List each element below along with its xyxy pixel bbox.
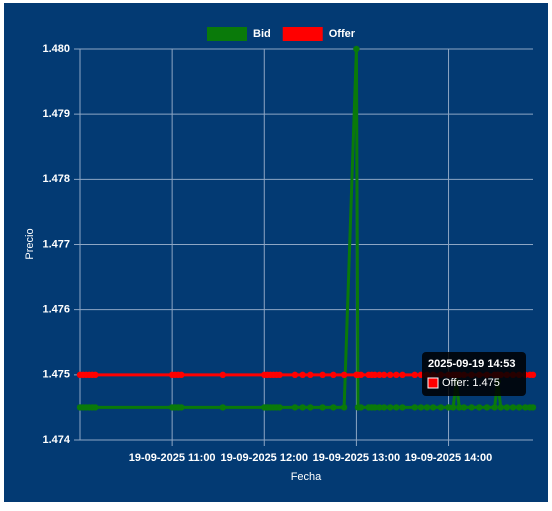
y-tick-label: 1.478 — [42, 173, 70, 185]
point — [299, 404, 306, 411]
tooltip-box — [422, 352, 526, 396]
legend-label: Bid — [253, 28, 271, 40]
point — [92, 371, 99, 379]
y-tick-label: 1.477 — [42, 238, 70, 250]
point — [380, 371, 388, 379]
point — [529, 404, 537, 411]
point — [386, 371, 394, 379]
point — [399, 404, 406, 411]
point — [417, 404, 425, 411]
x-tick-label: 19-09-2025 11:00 — [129, 452, 216, 464]
point — [371, 404, 379, 411]
point — [429, 404, 437, 411]
legend-label: Offer — [329, 28, 356, 40]
point — [386, 404, 394, 411]
point — [376, 371, 383, 379]
point — [456, 404, 463, 411]
point — [449, 404, 457, 411]
tooltip-label: Offer: 1.475 — [442, 377, 500, 389]
y-tick-label: 1.476 — [42, 304, 70, 316]
chart-background — [4, 3, 548, 502]
legend-swatch — [207, 27, 247, 41]
tooltip-swatch — [427, 377, 439, 389]
point — [529, 371, 537, 379]
y-tick-label: 1.479 — [42, 108, 70, 120]
point — [393, 371, 400, 379]
point — [497, 404, 504, 411]
series — [76, 45, 537, 411]
y-axis-title: Precio — [24, 228, 36, 259]
point — [371, 371, 379, 379]
legend-swatch — [282, 27, 323, 41]
point — [319, 371, 326, 379]
point — [468, 404, 475, 411]
point — [340, 371, 348, 379]
point — [393, 404, 400, 411]
point — [522, 404, 529, 411]
point — [380, 404, 388, 411]
point — [178, 371, 185, 379]
x-tick-label: 19-09-2025 14:00 — [405, 452, 492, 464]
point — [92, 404, 99, 411]
point — [445, 404, 452, 411]
point — [276, 371, 283, 379]
point — [330, 404, 337, 411]
point — [353, 45, 360, 53]
point — [515, 404, 523, 411]
point — [357, 404, 365, 411]
point — [437, 404, 445, 411]
point — [299, 371, 306, 379]
point — [503, 404, 511, 411]
y-tick-label: 1.480 — [42, 43, 70, 55]
x-tick-label: 19-09-2025 12:00 — [221, 452, 308, 464]
point — [411, 404, 418, 411]
point — [411, 371, 418, 379]
tooltip-title: 2025-09-19 14:53 — [428, 358, 515, 370]
point — [219, 404, 227, 411]
point — [483, 404, 491, 411]
x-tick-label: 19-09-2025 13:00 — [313, 452, 400, 464]
point — [460, 404, 468, 411]
point — [291, 404, 299, 411]
point — [330, 371, 337, 379]
point — [340, 404, 348, 411]
point — [307, 404, 314, 411]
point — [178, 404, 185, 411]
point — [307, 371, 314, 379]
point — [376, 404, 383, 411]
point — [357, 371, 365, 379]
y-tick-label: 1.475 — [42, 369, 70, 381]
point — [491, 404, 498, 411]
point — [219, 371, 227, 379]
point — [423, 404, 431, 411]
point — [319, 404, 326, 411]
point — [509, 404, 517, 411]
x-axis-title: Fecha — [291, 471, 322, 483]
point — [476, 404, 483, 411]
point — [276, 404, 283, 411]
point — [291, 371, 299, 379]
y-tick-label: 1.474 — [42, 434, 70, 446]
point — [399, 371, 406, 379]
